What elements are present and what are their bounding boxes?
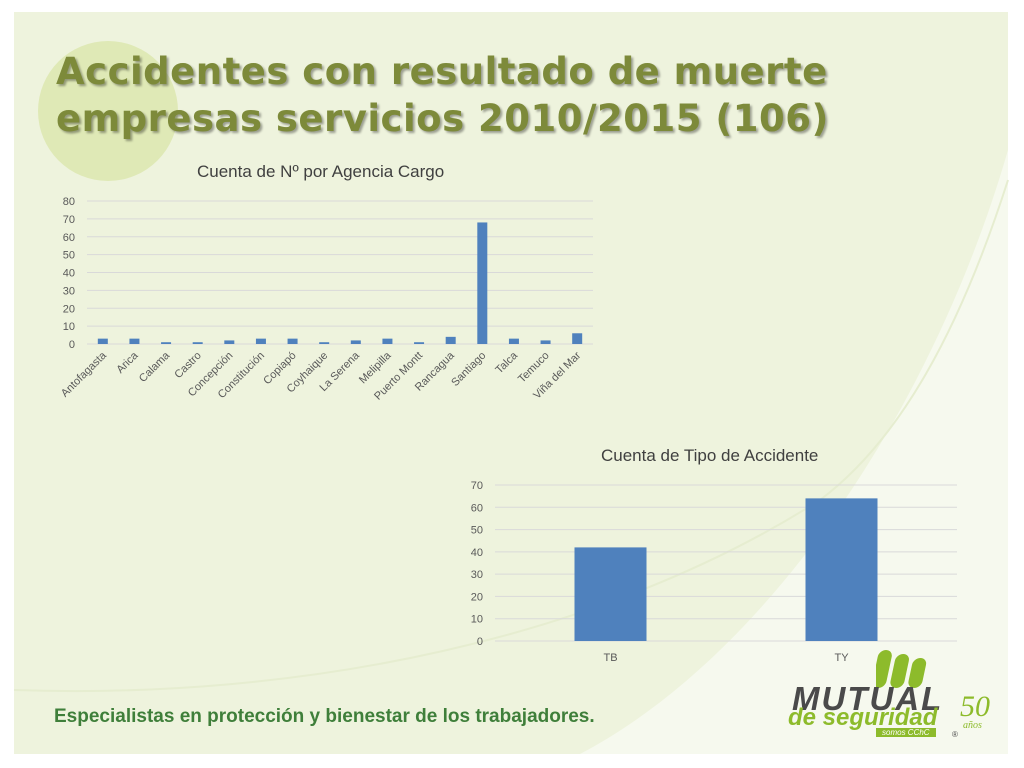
chart-agency-bar bbox=[414, 342, 425, 344]
logo-mark-icon bbox=[876, 650, 927, 688]
chart-type-title: Cuenta de Tipo de Accidente bbox=[601, 446, 819, 465]
chart-type-y-tick-label: 10 bbox=[471, 614, 483, 626]
chart-agency-bar bbox=[224, 340, 235, 344]
chart-agency-bar bbox=[572, 333, 583, 344]
chart-agency-bar bbox=[382, 338, 393, 344]
page-title: Accidentes con resultado de muerte empre… bbox=[56, 48, 829, 142]
logo-anniversary-word: años bbox=[963, 720, 982, 731]
logo-subtitle: de seguridad bbox=[788, 704, 938, 731]
chart-agency-y-tick-label: 70 bbox=[63, 214, 75, 226]
chart-type-y-tick-label: 0 bbox=[477, 636, 483, 648]
chart-agency-y-tick-label: 10 bbox=[63, 321, 75, 333]
chart-agency-y-tick-label: 20 bbox=[63, 303, 75, 315]
chart-agency-bar bbox=[192, 342, 203, 344]
chart-type-y-tick-label: 40 bbox=[471, 547, 483, 559]
chart-agency-bar bbox=[540, 340, 551, 344]
chart-type-y-tick-label: 20 bbox=[471, 591, 483, 603]
logo-tagline: somos CChC bbox=[876, 728, 936, 737]
chart-agency-y-tick-label: 30 bbox=[63, 285, 75, 297]
chart-agency-y-tick-label: 40 bbox=[63, 268, 75, 280]
chart-agency-bar bbox=[287, 338, 298, 344]
chart-agency-bar bbox=[445, 336, 456, 344]
chart-agency-bar bbox=[477, 222, 488, 344]
chart-type-x-tick-label: TY bbox=[834, 652, 849, 664]
title-line-2: empresas servicios 2010/2015 (106) bbox=[56, 97, 829, 140]
chart-type-bar bbox=[574, 547, 647, 641]
logo-name: MUTUAL bbox=[792, 680, 944, 717]
chart-agency-y-tick-label: 50 bbox=[63, 250, 75, 262]
chart-agency-bar bbox=[161, 342, 172, 344]
chart-agency-bar bbox=[319, 342, 330, 344]
chart-type-y-tick-label: 30 bbox=[471, 569, 483, 581]
chart-type-y-tick-label: 70 bbox=[471, 480, 483, 492]
mutual-logo: MUTUAL de seguridad somos CChC 50 años ® bbox=[784, 644, 999, 748]
logo-registered: ® bbox=[952, 730, 958, 739]
chart-agency-y-tick-label: 80 bbox=[63, 196, 75, 208]
decor-circle bbox=[38, 41, 178, 181]
chart-agency-title: Cuenta de Nº por Agencia Cargo bbox=[197, 162, 445, 181]
logo-anniversary: 50 bbox=[960, 690, 990, 723]
tagline: Especialistas en protección y bienestar … bbox=[54, 706, 595, 727]
chart-agency-y-tick-label: 60 bbox=[63, 232, 75, 244]
chart-type-x-tick-label: TB bbox=[603, 652, 617, 664]
chart-agency-bar bbox=[350, 340, 361, 344]
background-curve bbox=[580, 150, 1008, 754]
chart-agency-bar bbox=[508, 338, 519, 344]
chart-agency-bar bbox=[97, 338, 108, 344]
chart-type-y-tick-label: 60 bbox=[471, 502, 483, 514]
title-line-1: Accidentes con resultado de muerte bbox=[56, 50, 828, 93]
chart-type-y-tick-label: 50 bbox=[471, 525, 483, 537]
chart-agency-y-tick-label: 0 bbox=[69, 339, 75, 351]
chart-agency-bar bbox=[129, 338, 140, 344]
chart-type-bar bbox=[805, 498, 878, 641]
chart-agency-bar bbox=[255, 338, 266, 344]
